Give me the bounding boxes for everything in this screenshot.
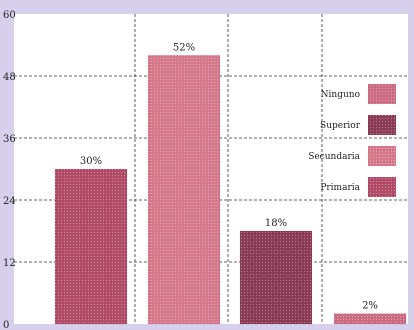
y-tick-label: 60 [3,10,16,21]
bar-texture [334,313,406,324]
y-tick-labels: 0 12 24 36 48 60 [3,10,16,330]
legend-label: Primaria [320,183,360,193]
bar-texture [148,55,220,324]
bar-texture [55,169,127,324]
legend: Ninguno Superior Secundaria Primaria [308,84,396,197]
legend-swatch-texture [368,115,396,135]
data-label: 30% [80,156,102,167]
y-tick-label: 24 [3,196,16,207]
legend-swatch-texture [368,84,396,104]
data-labels: 30% 52% 18% 2% [80,42,378,311]
y-tick-label: 48 [3,72,16,83]
data-label: 52% [173,42,195,53]
legend-swatch-texture [368,177,396,197]
y-tick-label: 0 [3,320,9,330]
legend-label: Superior [320,121,361,131]
y-tick-label: 36 [3,134,16,145]
bars [54,55,407,325]
legend-label: Ninguno [321,90,360,100]
data-label: 18% [265,218,287,229]
legend-swatch-texture [368,146,396,166]
bar-texture [240,231,312,324]
data-label: 2% [362,301,378,312]
y-tick-label: 12 [3,258,16,269]
legend-label: Secundaria [308,152,360,162]
